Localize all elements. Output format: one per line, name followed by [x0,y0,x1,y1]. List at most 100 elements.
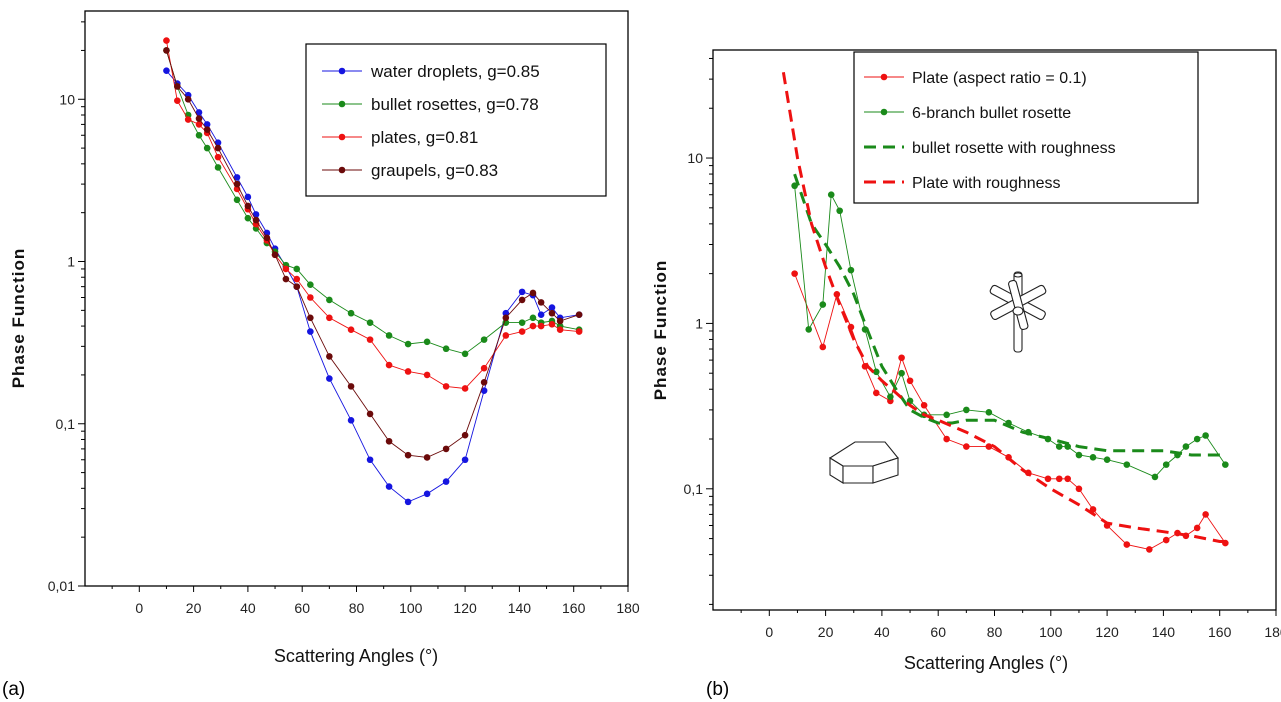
x-tick-label: 40 [874,624,890,640]
data-point [385,483,393,490]
x-tick-label: 0 [765,624,773,640]
data-point [366,456,374,464]
series-3 [781,72,1226,543]
x-tick-label: 180 [616,600,640,616]
x-tick-label: 80 [987,624,1003,640]
data-point [293,265,301,273]
data-point [307,328,314,335]
data-point [385,361,393,369]
data-point [1151,473,1159,481]
x-tick-label: 60 [294,600,310,616]
data-point [502,332,510,339]
data-point [518,328,526,335]
data-point [326,353,333,360]
data-point [214,144,222,152]
x-tick-label: 100 [399,600,423,616]
data-point [1123,461,1131,468]
data-point [537,311,545,319]
data-point [347,383,355,390]
data-point [404,340,412,348]
data-point [502,319,510,326]
data-point [385,437,393,445]
data-point [366,410,374,418]
legend-marker [880,108,888,116]
data-point [872,389,880,397]
data-point [920,401,928,409]
data-point [887,393,894,401]
data-point [366,319,374,326]
data-point [203,121,211,128]
data-point [174,97,181,104]
y-tick-label: 1 [67,254,75,270]
data-point [1103,456,1111,463]
data-point [293,283,301,290]
x-tick-label: 140 [508,600,532,616]
x-tick-label: 40 [240,600,256,616]
data-point [404,368,412,375]
legend-item: bullet rosettes, g=0.78 [322,95,539,114]
data-point [203,126,211,133]
data-point [502,314,510,322]
legend-item: water droplets, g=0.85 [322,62,540,81]
legend-marker [338,67,346,75]
legend-label: bullet rosette with roughness [912,140,1116,157]
data-point [307,281,314,288]
data-point [461,431,469,439]
data-point [985,443,993,450]
data-point [502,309,510,317]
data-point [195,109,203,116]
data-point [1064,443,1071,450]
data-point [423,490,431,498]
chart-b: 0 20 40 60 80 100 120 140 160 180 0,1 1 10 Plate (as… [651,49,1281,700]
y-tick-label: 0,01 [48,578,75,594]
data-point [174,83,181,90]
hexagonal-plate-sketch [828,441,899,484]
x-tick-label: 160 [562,600,586,616]
data-point [1146,546,1153,553]
data-point [1222,461,1229,468]
data-point [537,322,545,330]
y-tick-label: 10 [687,150,703,166]
data-point [385,332,393,339]
legend-item: Plate (aspect ratio = 0.1) [864,70,1087,87]
legend-marker [338,133,346,141]
data-point [233,174,241,181]
data-point [548,304,556,311]
legend-item: plates, g=0.81 [322,128,478,147]
data-point [1044,475,1052,483]
data-point [442,383,450,390]
y-tick-label: 0,1 [56,416,76,432]
data-point [366,336,374,343]
legend-label: 6-branch bullet rosette [912,105,1071,122]
chart-b-panel-label: (b) [706,679,729,700]
data-point [529,289,537,297]
legend-item: Plate with roughness [864,175,1061,192]
data-point [461,385,469,392]
data-point [518,319,526,326]
data-point [575,311,583,319]
data-point [184,116,192,123]
data-point [442,345,450,353]
data-point [1055,443,1063,450]
legend-label: Plate (aspect ratio = 0.1) [912,70,1087,87]
data-point [326,375,333,382]
data-point [195,121,203,128]
data-point [404,498,412,506]
data-point [1193,435,1201,443]
data-point [906,377,914,385]
data-point [819,343,827,351]
data-point [819,301,827,308]
data-point [282,275,290,283]
data-point [518,288,526,296]
data-point [195,131,203,139]
data-point [163,47,170,54]
data-point [1182,443,1190,450]
data-point [347,326,355,333]
x-tick-label: 180 [1264,624,1281,640]
legend-item: 6-branch bullet rosette [864,105,1071,122]
data-point [423,371,431,379]
data-point [461,350,469,358]
x-tick-label: 0 [135,600,143,616]
data-point [244,202,252,210]
